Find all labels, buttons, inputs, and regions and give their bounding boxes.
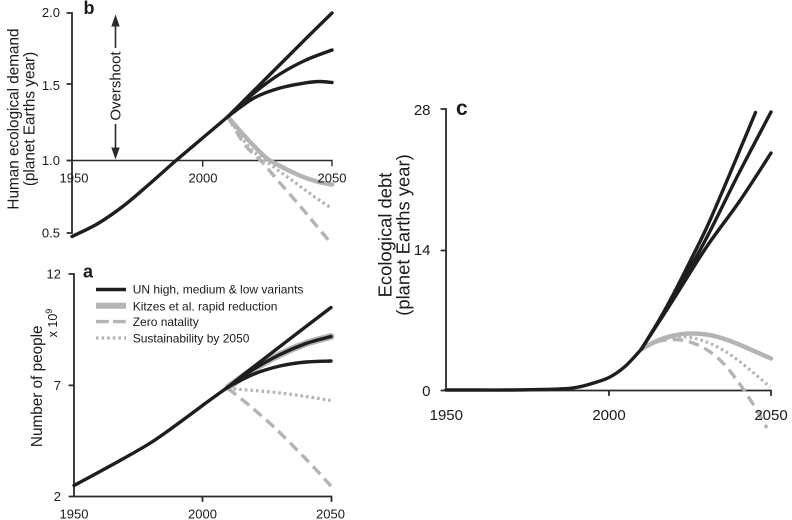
svg-text:0.5: 0.5	[42, 226, 60, 241]
svg-text:2000: 2000	[189, 171, 218, 186]
svg-text:2000: 2000	[592, 407, 625, 424]
svg-text:1.5: 1.5	[42, 78, 60, 93]
svg-text:1950: 1950	[60, 507, 89, 520]
svg-text:2: 2	[54, 489, 61, 504]
svg-text:1950: 1950	[60, 171, 89, 186]
svg-text:28: 28	[414, 102, 431, 119]
svg-text:7: 7	[54, 378, 61, 393]
svg-text:Ecological debt: Ecological debt	[375, 173, 396, 298]
svg-text:c: c	[456, 97, 468, 120]
svg-text:Zero natality: Zero natality	[133, 315, 199, 329]
svg-text:0: 0	[422, 383, 430, 400]
svg-text:(planet Earths year): (planet Earths year)	[22, 52, 39, 186]
svg-text:2.0: 2.0	[42, 5, 60, 20]
svg-text:UN high, medium & low variants: UN high, medium & low variants	[133, 283, 304, 297]
svg-text:2000: 2000	[188, 507, 217, 520]
svg-text:Sustainability by 2050: Sustainability by 2050	[133, 331, 250, 345]
svg-text:Kitzes et al. rapid reduction: Kitzes et al. rapid reduction	[133, 299, 278, 313]
svg-text:Human ecological demand: Human ecological demand	[6, 28, 23, 209]
svg-text:1.0: 1.0	[42, 153, 60, 168]
svg-text:a: a	[83, 262, 94, 282]
svg-text:2050: 2050	[754, 407, 787, 424]
svg-text:14: 14	[414, 242, 431, 259]
svg-text:x 109: x 109	[44, 309, 60, 338]
svg-text:12: 12	[47, 267, 61, 282]
svg-text:2050: 2050	[316, 507, 345, 520]
svg-text:Overshoot: Overshoot	[108, 51, 125, 121]
svg-text:1950: 1950	[430, 407, 463, 424]
svg-text:(planet Earths year): (planet Earths year)	[393, 154, 414, 316]
svg-text:Number of people: Number of people	[29, 325, 46, 447]
svg-text:b: b	[84, 0, 95, 18]
svg-text:2050: 2050	[318, 171, 347, 186]
